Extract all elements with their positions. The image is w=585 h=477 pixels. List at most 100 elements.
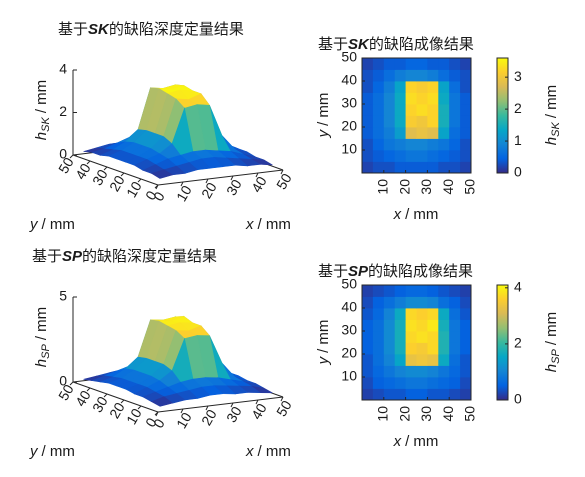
x-axis-label-unit: / mm [405,206,438,223]
image-cell [383,150,396,162]
image-cell [362,365,374,378]
y-tick-label: 40 [72,387,94,409]
image-cell [405,319,417,332]
y-axis-label-var: y [315,355,332,365]
x-tick-label: 40 [248,400,270,422]
image-cell [427,319,439,332]
x-tick-label: 30 [418,179,434,195]
image-cell [372,285,385,297]
image-cell [394,319,406,332]
y-axis-line [72,381,159,413]
x-tick-label: 30 [418,406,434,422]
image-cell [416,104,428,116]
image-cell [394,58,406,70]
x-tick-label: 40 [248,173,270,195]
x-tick-label: 30 [223,176,245,198]
surface-patch [150,396,174,407]
image-cell [460,377,472,389]
image-cell [427,285,439,297]
image-cell [394,354,406,366]
x-axis-label: x / mm [393,433,439,450]
image-cell [372,342,385,355]
image-cell [449,308,461,320]
image-cell [383,127,396,139]
image-cell [362,342,374,355]
image-cell [460,69,472,82]
image-cell [460,150,472,162]
x-axis-label-var: x [245,216,254,233]
colorbar-label-var: h [543,364,560,372]
image-cell [372,377,385,389]
x-tick [280,169,284,175]
y-tick-label: 50 [341,49,357,65]
image-cell [449,127,461,139]
image-cell [405,69,417,82]
title-part: 基于 [32,248,62,265]
colorbar-tick-label: 0 [514,391,522,407]
y-tick-label: 40 [341,299,357,315]
image-cell [405,161,417,174]
image-cell [372,331,385,343]
y-axis-label-var: y [315,128,332,138]
colorbar-tick-label: 2 [514,100,522,116]
z-tick-label: 5 [59,288,67,304]
title-part: SP [62,248,83,265]
image-cell [438,69,450,82]
image-cell [362,127,374,139]
image-cell [438,377,450,389]
image-cell [438,296,450,309]
image-cell [405,354,417,366]
x-tick [280,396,284,402]
y-tick [120,399,125,404]
image-cell [394,150,406,162]
x-tick-label: 10 [375,406,391,422]
image-cell [362,296,374,309]
image-cell [427,127,439,139]
colorbar-label: hSP / mm [543,312,562,372]
image-cell [362,81,374,93]
x-tick-label: 20 [198,406,220,428]
image-cell [427,354,439,366]
x-tick [255,399,259,405]
x-axis-line [157,396,284,413]
image-cell [449,388,461,401]
image-cell [460,319,472,332]
image-cell [372,127,385,139]
image-cell [405,285,417,297]
z-tick-label: 2 [59,103,67,119]
image-cell [438,331,450,343]
x-tick-label: 10 [173,409,195,431]
image-cell [416,285,428,297]
image-cell [438,150,450,162]
image-cell [405,115,417,128]
y-tick-label: 40 [72,160,94,182]
y-tick [154,411,159,416]
image-cell [362,388,374,401]
y-tick [69,154,74,159]
image-cell [416,69,428,82]
title-part: 的缺陷深度定量结果 [109,21,244,38]
image-cell [460,81,472,93]
x-tick [180,181,184,187]
y-tick-label: 10 [341,141,357,157]
z-axis-label-unit: / mm [33,80,50,113]
image-cell [383,104,396,116]
y-tick-label: 20 [106,399,128,421]
image-cell [362,115,374,128]
image-cell [427,388,439,401]
image-cell [383,331,396,343]
image-cell [372,296,385,309]
x-tick-label: 50 [462,406,478,422]
x-tick [230,402,234,408]
y-tick-label: 20 [341,345,357,361]
image-cell [460,127,472,139]
image-cell [383,319,396,332]
x-tick [205,405,209,411]
y-tick [154,184,159,189]
image-cell [438,365,450,378]
image-cell [416,138,428,151]
image-cell [460,285,472,297]
image-cell [405,308,417,320]
image-cell [362,354,374,366]
